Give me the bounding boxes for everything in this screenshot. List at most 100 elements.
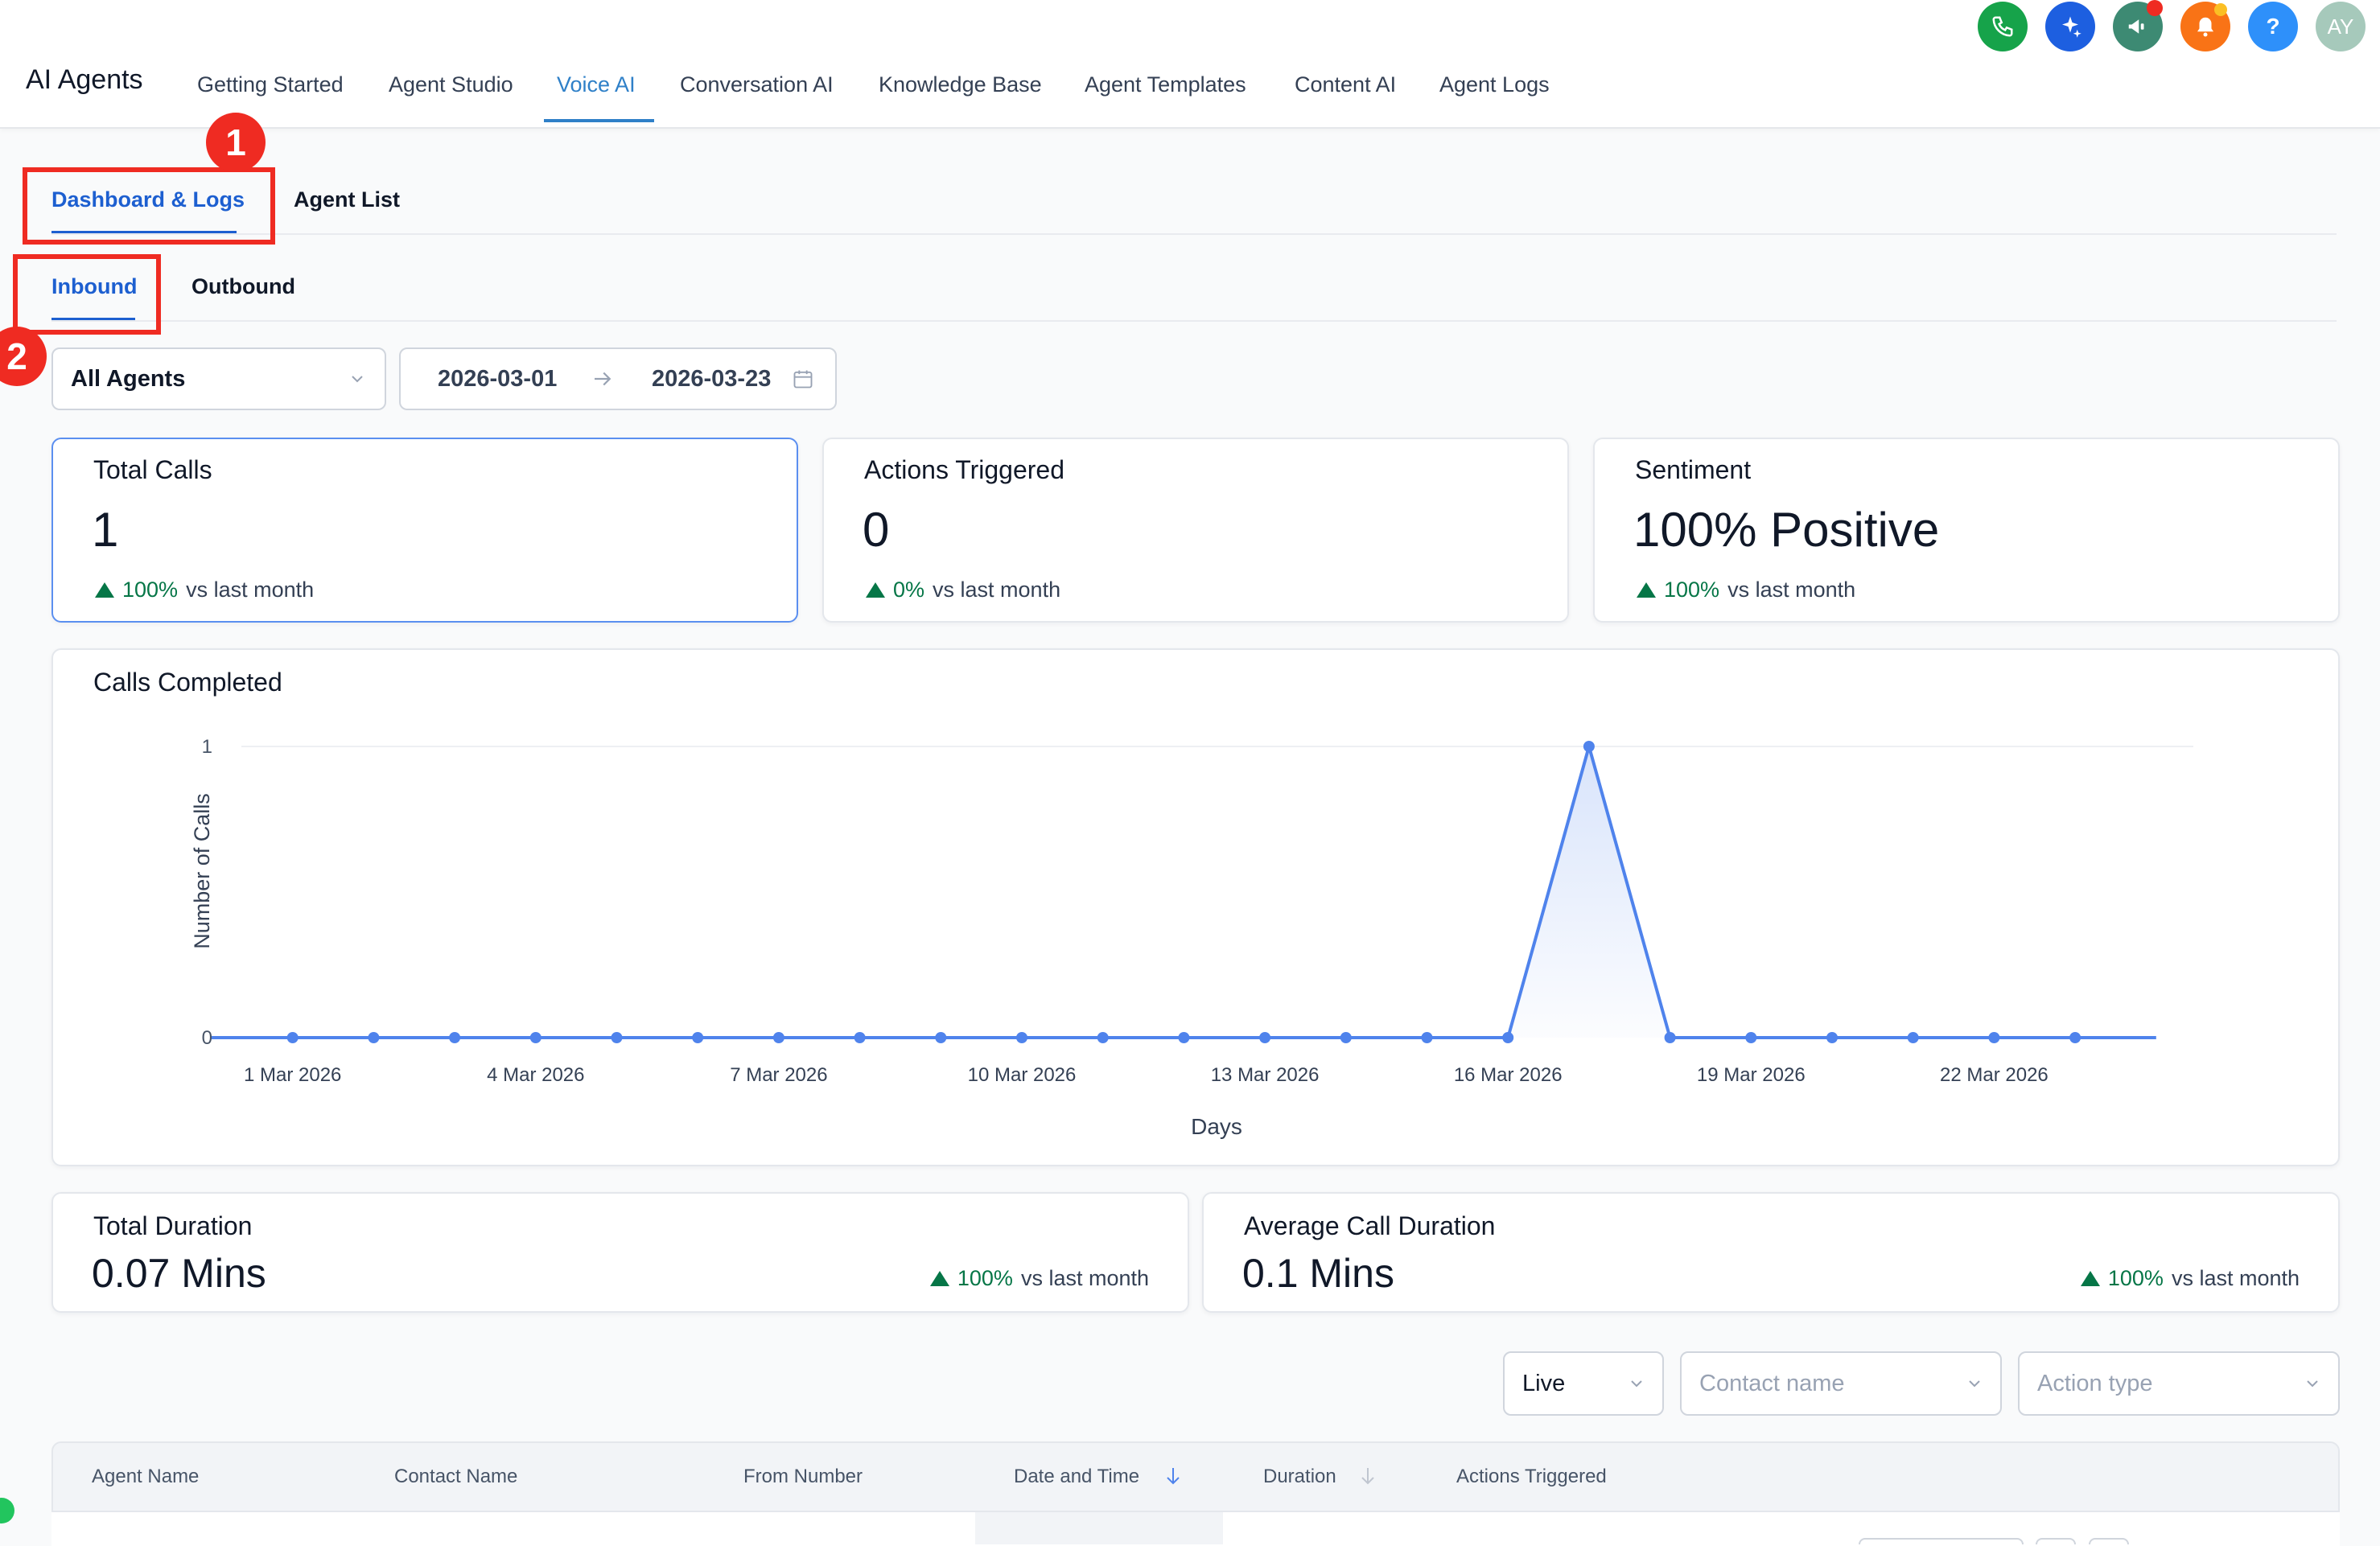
data-point [1502,1032,1514,1043]
data-point [1664,1032,1676,1043]
card-value: 100% Positive [1633,503,1940,557]
data-point [1826,1032,1838,1043]
chart-title: Calls Completed [93,668,282,697]
sort-down-icon[interactable] [1163,1466,1183,1486]
x-tick-label: 16 Mar 2026 [1454,1064,1563,1086]
date-end[interactable]: 2026-03-23 [652,365,772,392]
data-point [1745,1032,1757,1043]
data-point [1097,1032,1109,1043]
trend-percent: 100% [1664,578,1720,602]
x-axis-label: Days [1191,1114,1242,1139]
bell-dot [2214,3,2227,16]
nav-tab-agent-studio[interactable]: Agent Studio [389,72,513,97]
card-title: Actions Triggered [864,455,1065,484]
x-tick-label: 1 Mar 2026 [244,1064,341,1086]
mode-select-value: Live [1522,1370,1566,1396]
card-value: 0.07 Mins [92,1251,266,1296]
series-area [212,746,2156,1038]
card-value: 1 [92,503,119,557]
average-duration-card: Average Call Duration 0.1 Mins 100% vs l… [1202,1192,2340,1313]
trend-label: vs last month [933,578,1061,602]
data-point [772,1032,784,1043]
trend-label: vs last month [2171,1266,2300,1290]
highlight-box-inbound [13,254,161,335]
avatar[interactable]: AY [2316,2,2366,51]
total-calls-card[interactable]: Total Calls 1 100% vs last month [51,438,798,623]
data-point [2069,1032,2081,1043]
card-value: 0.1 Mins [1242,1251,1394,1296]
trend-up-icon [929,1271,949,1286]
row-icon-button[interactable] [2036,1538,2076,1544]
nav-tab-knowledge-base[interactable]: Knowledge Base [879,72,1042,97]
trend-label: vs last month [186,578,315,602]
calendar-icon [793,370,813,389]
trend-up-icon [1637,582,1656,598]
tab-inbound[interactable]: Inbound [51,274,138,298]
nav-tab-conversation-ai[interactable]: Conversation AI [680,72,834,97]
active-nav-indicator [544,119,654,122]
mode-select[interactable]: Live [1503,1351,1664,1416]
column-actions-triggered[interactable]: Actions Triggered [1456,1466,1607,1487]
trend-indicator: 100% vs last month [2080,1266,2300,1291]
column-agent-name[interactable]: Agent Name [92,1466,200,1487]
trend-indicator: 100% vs last month [929,1266,1149,1291]
sentiment-card[interactable]: Sentiment 100% Positive 100% vs last mon… [1593,438,2340,623]
nav-tab-agent-logs[interactable]: Agent Logs [1439,72,1550,97]
total-duration-card: Total Duration 0.07 Mins 100% vs last mo… [51,1192,1189,1313]
column-date-time[interactable]: Date and Time [1014,1466,1140,1487]
nav-tab-content-ai[interactable]: Content AI [1295,72,1397,97]
calls-completed-chart: 0 1 Number of Calls Days 1 Mar 2026 4 Mar 202… [190,736,2193,1139]
column-duration[interactable]: Duration [1263,1466,1336,1487]
active-tab-indicator [51,231,237,234]
actions-triggered-card[interactable]: Actions Triggered 0 0% vs last month [822,438,1569,623]
calls-completed-card: Calls Completed 0 1 Number of Calls Days 1 M… [51,648,2340,1166]
trend-label: vs last month [1020,1266,1149,1290]
chevron-down-icon [352,376,363,383]
data-point [286,1032,299,1043]
tab-dashboard-logs[interactable]: Dashboard & Logs [51,187,245,212]
y-tick-label: 1 [202,736,212,758]
annotation-badge-2: 2 [0,327,47,386]
help-icon[interactable]: ? [2248,2,2298,51]
contact-name-select[interactable]: Contact name [1680,1351,2002,1416]
sorted-column-highlight [975,1512,1223,1544]
highlight-box-dashboard [23,167,275,245]
trend-percent: 100% [2107,1266,2164,1290]
tab-outbound[interactable]: Outbound [191,274,295,298]
data-point [692,1032,704,1043]
trend-percent: 100% [957,1266,1013,1290]
nav-tab-agent-templates[interactable]: Agent Templates [1085,72,1246,97]
agent-select[interactable]: All Agents [51,347,386,410]
phone-icon[interactable] [1978,2,2028,51]
column-contact-name[interactable]: Contact Name [394,1466,518,1487]
x-tick-label: 4 Mar 2026 [487,1064,584,1086]
row-action-button[interactable] [1859,1538,2024,1544]
trend-up-icon [95,582,114,598]
nav-tab-getting-started[interactable]: Getting Started [197,72,344,97]
data-point [529,1032,541,1043]
sort-down-icon[interactable] [1358,1466,1377,1486]
x-tick-label: 19 Mar 2026 [1697,1064,1806,1086]
column-from-number[interactable]: From Number [743,1466,863,1487]
action-type-select[interactable]: Action type [2018,1351,2340,1416]
date-start[interactable]: 2026-03-01 [438,365,558,392]
arrow-right-icon [595,372,611,386]
series-line [212,740,2156,1039]
annotation-badge-1: 1 [206,113,266,172]
nav-tab-voice-ai[interactable]: Voice AI [557,72,636,97]
row-icon-button[interactable] [2089,1538,2129,1544]
sparkle-icon[interactable] [2045,2,2095,51]
x-tick-label: 22 Mar 2026 [1940,1064,2049,1086]
card-title: Sentiment [1635,455,1752,484]
chevron-down-icon [1969,1380,1980,1388]
action-type-placeholder: Action type [2037,1370,2153,1396]
trend-indicator: 100% vs last month [1637,578,1855,602]
card-title: Total Calls [93,455,212,484]
y-axis-label: Number of Calls [190,793,214,949]
card-title: Average Call Duration [1244,1211,1496,1240]
tab-agent-list[interactable]: Agent List [294,187,400,212]
date-range-picker[interactable]: 2026-03-01 2026-03-23 [399,347,837,410]
data-point [1016,1032,1027,1043]
direction-tab-divider [51,320,2337,322]
data-point [1340,1032,1352,1043]
